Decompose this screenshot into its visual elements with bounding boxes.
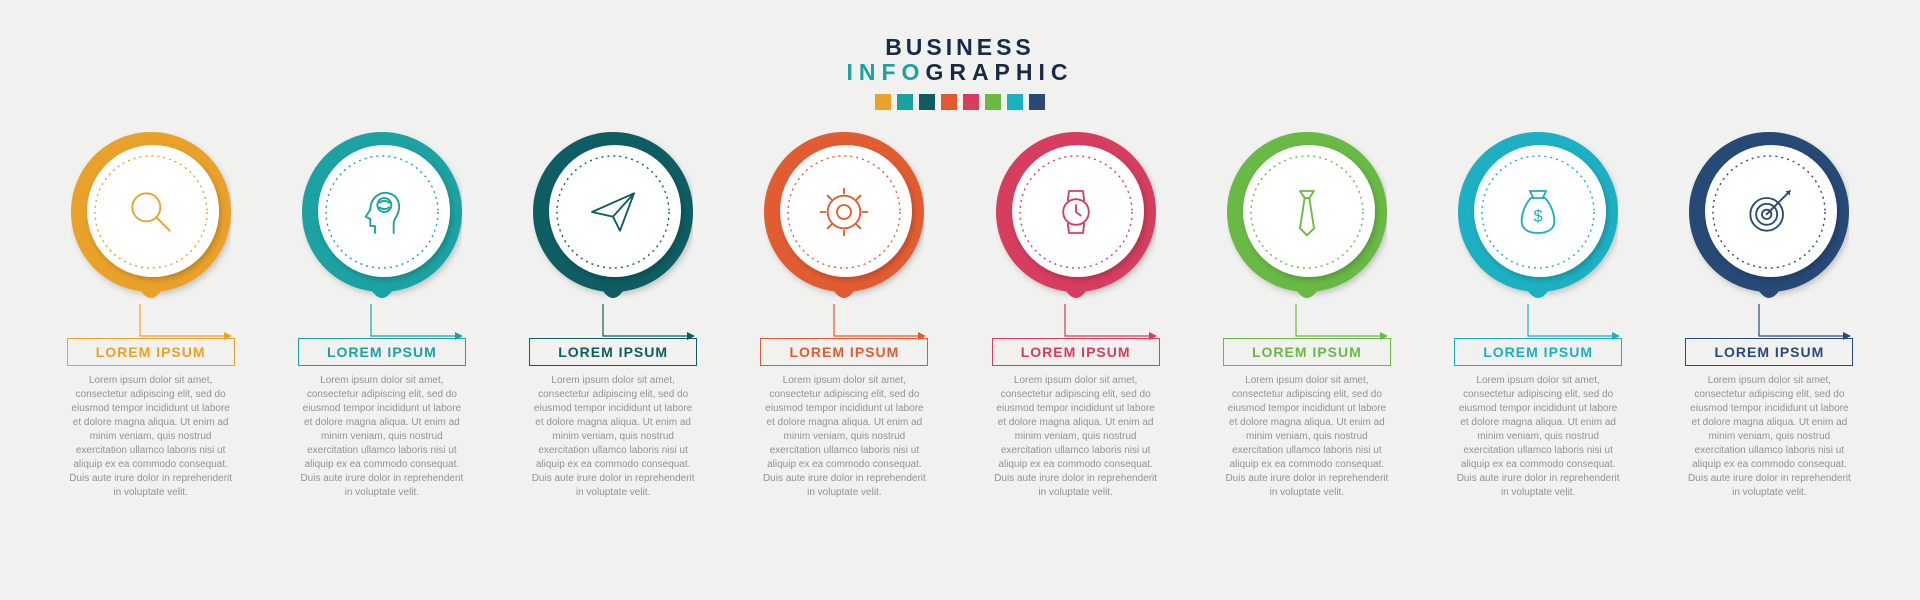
step-body: Lorem ipsum dolor sit amet, consectetur … xyxy=(298,374,466,500)
infographic-step: LOREM IPSUM Lorem ipsum dolor sit amet, c… xyxy=(1679,132,1860,500)
step-title-box: LOREM IPSUM xyxy=(760,338,928,366)
step-title: LOREM IPSUM xyxy=(1463,344,1613,360)
step-title-box: LOREM IPSUM xyxy=(992,338,1160,366)
palette-swatches xyxy=(846,94,1073,110)
infographic-step: LOREM IPSUM Lorem ipsum dolor sit amet, c… xyxy=(1216,132,1397,500)
palette-swatch xyxy=(941,94,957,110)
infographic-canvas: BUSINESS INFOGRAPHIC LOREM IPSUM Lorem ip… xyxy=(0,0,1920,600)
step-title: LOREM IPSUM xyxy=(1694,344,1844,360)
infographic-step: LOREM IPSUM Lorem ipsum dolor sit amet, c… xyxy=(523,132,704,500)
step-bubble xyxy=(764,132,924,308)
step-title-box: LOREM IPSUM xyxy=(298,338,466,366)
heading-line2: INFOGRAPHIC xyxy=(846,59,1073,86)
target-icon xyxy=(1689,132,1849,292)
step-title-box: LOREM IPSUM xyxy=(1685,338,1853,366)
step-title-box: LOREM IPSUM xyxy=(67,338,235,366)
step-title: LOREM IPSUM xyxy=(76,344,226,360)
step-title: LOREM IPSUM xyxy=(307,344,457,360)
infographic-step: LOREM IPSUM Lorem ipsum dolor sit amet, c… xyxy=(60,132,241,500)
step-bubble xyxy=(1227,132,1387,308)
infographic-step: $ LOREM IPSUM Lorem ipsum dolor sit amet,… xyxy=(1448,132,1629,500)
palette-swatch xyxy=(1007,94,1023,110)
step-row: LOREM IPSUM Lorem ipsum dolor sit amet, c… xyxy=(0,132,1920,500)
svg-text:$: $ xyxy=(1534,207,1543,225)
heading-line2a: INFO xyxy=(846,59,925,85)
step-title-box: LOREM IPSUM xyxy=(529,338,697,366)
step-title: LOREM IPSUM xyxy=(1232,344,1382,360)
step-bubble xyxy=(533,132,693,308)
step-bubble: $ xyxy=(1458,132,1618,308)
infographic-step: LOREM IPSUM Lorem ipsum dolor sit amet, c… xyxy=(291,132,472,500)
step-bubble xyxy=(1689,132,1849,308)
wristwatch-icon xyxy=(996,132,1156,292)
palette-swatch xyxy=(875,94,891,110)
step-title-box: LOREM IPSUM xyxy=(1223,338,1391,366)
heading-line2b: GRAPHIC xyxy=(925,59,1073,85)
step-title: LOREM IPSUM xyxy=(769,344,919,360)
step-body: Lorem ipsum dolor sit amet, consectetur … xyxy=(1685,374,1853,500)
magnifier-icon xyxy=(71,132,231,292)
step-body: Lorem ipsum dolor sit amet, consectetur … xyxy=(529,374,697,500)
money-bag-icon: $ xyxy=(1458,132,1618,292)
heading-line1: BUSINESS xyxy=(846,34,1073,61)
gear-icon xyxy=(764,132,924,292)
step-bubble xyxy=(996,132,1156,308)
step-body: Lorem ipsum dolor sit amet, consectetur … xyxy=(1223,374,1391,500)
step-title-box: LOREM IPSUM xyxy=(1454,338,1622,366)
step-body: Lorem ipsum dolor sit amet, consectetur … xyxy=(760,374,928,500)
palette-swatch xyxy=(1029,94,1045,110)
infographic-step: LOREM IPSUM Lorem ipsum dolor sit amet, c… xyxy=(754,132,935,500)
heading: BUSINESS INFOGRAPHIC xyxy=(846,34,1073,110)
palette-swatch xyxy=(985,94,1001,110)
step-bubble xyxy=(302,132,462,308)
palette-swatch xyxy=(963,94,979,110)
step-body: Lorem ipsum dolor sit amet, consectetur … xyxy=(992,374,1160,500)
paper-plane-icon xyxy=(533,132,693,292)
palette-swatch xyxy=(897,94,913,110)
step-body: Lorem ipsum dolor sit amet, consectetur … xyxy=(1454,374,1622,500)
palette-swatch xyxy=(919,94,935,110)
step-bubble xyxy=(71,132,231,308)
step-title: LOREM IPSUM xyxy=(1001,344,1151,360)
step-title: LOREM IPSUM xyxy=(538,344,688,360)
brain-head-icon xyxy=(302,132,462,292)
step-body: Lorem ipsum dolor sit amet, consectetur … xyxy=(67,374,235,500)
infographic-step: LOREM IPSUM Lorem ipsum dolor sit amet, c… xyxy=(985,132,1166,500)
necktie-icon xyxy=(1227,132,1387,292)
